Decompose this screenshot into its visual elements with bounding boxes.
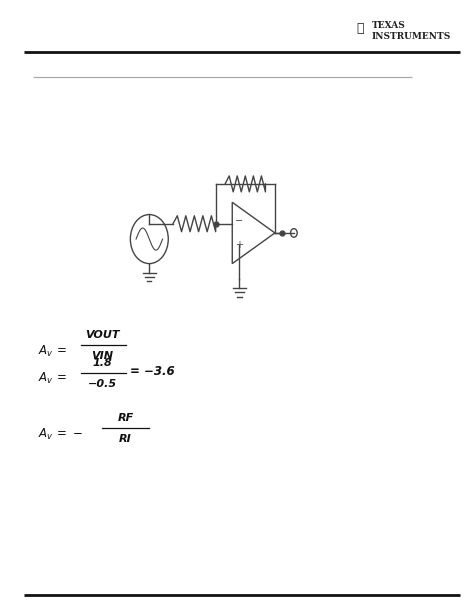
Text: $A_v\,=$: $A_v\,=$ — [38, 344, 67, 359]
Text: −: − — [235, 216, 243, 226]
Text: Ⓣ: Ⓣ — [356, 22, 364, 35]
Text: = −3.6: = −3.6 — [130, 365, 175, 378]
Text: $A_v\,=\,-$: $A_v\,=\,-$ — [38, 427, 83, 441]
Text: TEXAS
INSTRUMENTS: TEXAS INSTRUMENTS — [372, 21, 451, 41]
Text: −0.5: −0.5 — [87, 379, 117, 389]
Text: RF: RF — [118, 413, 134, 423]
Text: $A_v\,=$: $A_v\,=$ — [38, 371, 67, 386]
Text: VOUT: VOUT — [85, 330, 119, 340]
Text: +: + — [235, 240, 243, 250]
Text: 1.8: 1.8 — [92, 358, 112, 368]
Text: VIN: VIN — [91, 351, 113, 361]
Text: RI: RI — [119, 434, 132, 444]
